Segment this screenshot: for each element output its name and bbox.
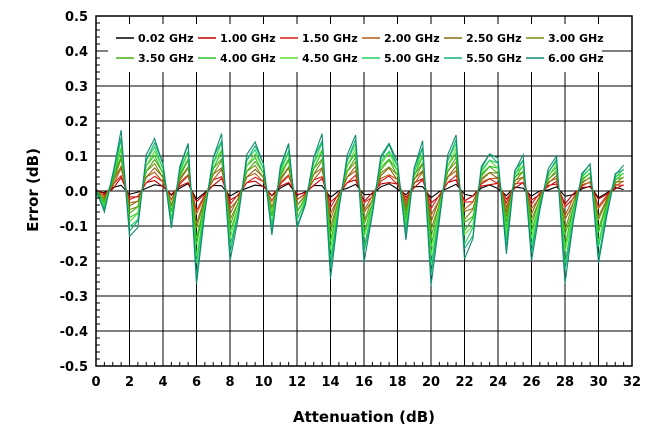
x-tick-label: 20 — [422, 375, 440, 390]
x-tick-label: 10 — [254, 375, 272, 390]
x-tick-label: 30 — [589, 375, 607, 390]
y-tick-label: 0.3 — [65, 80, 88, 95]
legend-entry: 1.50 GHz — [280, 32, 358, 45]
legend-entry: 4.50 GHz — [280, 52, 358, 65]
legend-label: 0.02 GHz — [138, 32, 194, 45]
x-tick-label: 16 — [355, 375, 373, 390]
legend-label: 3.00 GHz — [548, 32, 604, 45]
y-tick-label: -0.2 — [60, 255, 88, 270]
legend-label: 2.00 GHz — [384, 32, 440, 45]
legend-label: 1.50 GHz — [302, 32, 358, 45]
x-tick-label: 28 — [556, 375, 574, 390]
legend-label: 1.00 GHz — [220, 32, 276, 45]
legend-label: 5.00 GHz — [384, 52, 440, 65]
y-tick-label: -0.3 — [60, 290, 88, 305]
legend-entry: 6.00 GHz — [526, 52, 604, 65]
x-tick-label: 0 — [91, 375, 100, 390]
x-tick-label: 24 — [489, 375, 507, 390]
y-tick-label: 0.1 — [65, 150, 88, 165]
series-line-6-00-ghz — [95, 129, 625, 286]
y-axis-title: Error (dB) — [24, 148, 42, 232]
legend-entry: 0.02 GHz — [116, 32, 194, 45]
x-axis-title: Attenuation (dB) — [293, 408, 435, 426]
y-tick-label: -0.5 — [60, 360, 88, 375]
x-tick-label: 22 — [455, 375, 473, 390]
y-tick-label: -0.1 — [60, 220, 88, 235]
x-tick-label: 8 — [225, 375, 234, 390]
legend-entry: 2.00 GHz — [362, 32, 440, 45]
y-tick-label: 0.4 — [65, 45, 88, 60]
x-tick-label: 6 — [192, 375, 201, 390]
x-tick-label: 14 — [321, 375, 339, 390]
x-tick-label: 26 — [522, 375, 540, 390]
x-tick-label: 32 — [623, 375, 641, 390]
x-tick-label: 12 — [288, 375, 306, 390]
legend-label: 2.50 GHz — [466, 32, 522, 45]
legend-box — [108, 24, 602, 72]
legend-entry: 5.00 GHz — [362, 52, 440, 65]
legend-entry: 1.00 GHz — [198, 32, 276, 45]
legend-entry: 2.50 GHz — [444, 32, 522, 45]
legend-label: 4.50 GHz — [302, 52, 358, 65]
legend-entry: 3.50 GHz — [116, 52, 194, 65]
y-tick-label: 0.0 — [65, 185, 88, 200]
legend-entry: 4.00 GHz — [198, 52, 276, 65]
y-tick-label: 0.2 — [65, 115, 88, 130]
x-tick-label: 18 — [388, 375, 406, 390]
y-tick-label: 0.5 — [65, 10, 88, 25]
x-tick-label: 2 — [125, 375, 134, 390]
legend-label: 4.00 GHz — [220, 52, 276, 65]
legend-label: 5.50 GHz — [466, 52, 522, 65]
plot-frame — [95, 15, 633, 367]
legend-entry: 3.00 GHz — [526, 32, 604, 45]
legend-entry: 5.50 GHz — [444, 52, 522, 65]
legend-label: 6.00 GHz — [548, 52, 604, 65]
x-tick-label: 4 — [158, 375, 167, 390]
y-tick-label: -0.4 — [60, 325, 88, 340]
legend-label: 3.50 GHz — [138, 52, 194, 65]
